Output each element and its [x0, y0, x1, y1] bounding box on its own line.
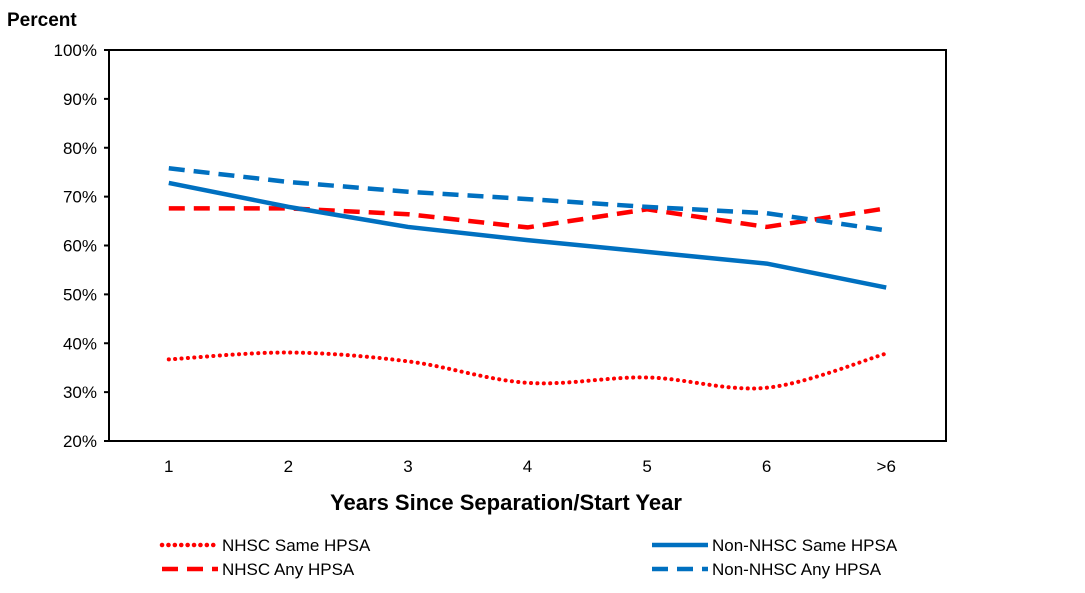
y-tick-label: 80% [63, 139, 97, 158]
series-line-nhsc-same-hpsa [166, 350, 889, 391]
y-tick-label: 20% [63, 432, 97, 451]
y-tick-label: 30% [63, 383, 97, 402]
x-tick-label: 6 [762, 457, 771, 476]
legend-label: NHSC Any HPSA [222, 560, 355, 579]
x-tick-label: 1 [164, 457, 173, 476]
series-line-non-nhsc-same-hpsa [168, 180, 887, 290]
legend-label: Non-NHSC Any HPSA [712, 560, 882, 579]
series-line-nhsc-any-hpsa [168, 206, 887, 230]
y-tick-label: 70% [63, 188, 97, 207]
series-line-non-nhsc-any-hpsa [168, 166, 887, 233]
x-tick-label: 2 [284, 457, 293, 476]
y-tick-label: 100% [54, 41, 97, 60]
plot-area [108, 49, 947, 442]
y-tick-label: 90% [63, 90, 97, 109]
legend-label: NHSC Same HPSA [222, 536, 371, 555]
y-tick-label: 60% [63, 237, 97, 256]
x-tick-label: 4 [523, 457, 532, 476]
x-tick-label: >6 [877, 457, 896, 476]
y-axis-title: Percent [7, 10, 77, 31]
y-tick-label: 40% [63, 334, 97, 353]
y-tick-label: 50% [63, 285, 97, 304]
x-tick-label: 5 [642, 457, 651, 476]
x-tick-label: 3 [403, 457, 412, 476]
x-axis-title: Years Since Separation/Start Year [330, 490, 682, 515]
legend-label: Non-NHSC Same HPSA [712, 536, 898, 555]
